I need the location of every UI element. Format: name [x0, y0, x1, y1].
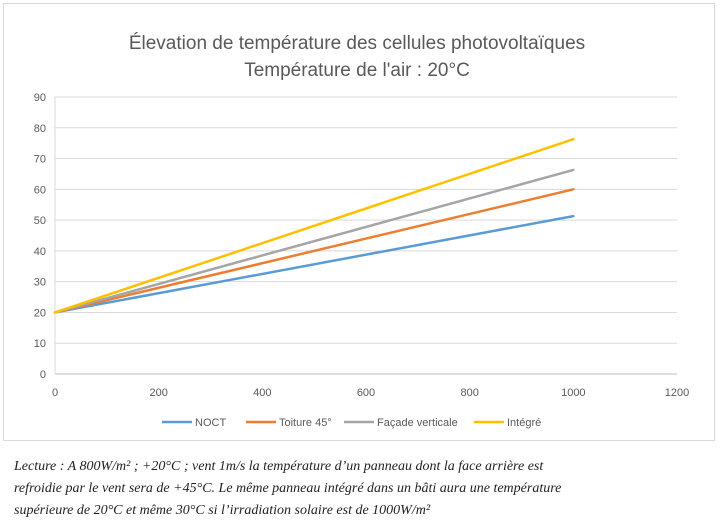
legend-label: NOCT: [195, 417, 226, 429]
x-tick-label: 400: [253, 387, 271, 399]
series-lines: [53, 137, 575, 314]
x-tick-label: 1200: [665, 387, 689, 399]
series-line: [53, 137, 575, 314]
series-line: [53, 168, 575, 314]
y-tick-label: 90: [34, 92, 46, 104]
y-tick-label: 30: [34, 277, 46, 289]
chart-title-line-1: Élevation de température des cellules ph…: [129, 33, 585, 54]
caption-line-1: Lecture : A 800W/m² ; +20°C ; vent 1m/s …: [14, 459, 544, 474]
chart-title: Élevation de température des cellules ph…: [129, 33, 585, 81]
y-tick-label: 50: [34, 215, 46, 227]
x-tick-label: 0: [52, 387, 58, 399]
legend: NOCT Toiture 45° Façade verticale Intégré: [162, 417, 541, 429]
x-tick-label: 600: [357, 387, 375, 399]
legend-label: Intégré: [507, 417, 541, 429]
chart-frame: Élevation de température des cellules ph…: [3, 3, 715, 441]
series-line: [53, 188, 575, 314]
x-tick-label: 800: [460, 387, 478, 399]
chart-title-line-2: Température de l'air : 20°C: [244, 60, 470, 81]
caption: Lecture : A 800W/m² ; +20°C ; vent 1m/s …: [14, 456, 710, 522]
y-tick-label: 70: [34, 154, 46, 166]
gridlines: [54, 96, 677, 375]
y-tick-label: 40: [34, 246, 46, 258]
x-tick-label: 1000: [561, 387, 585, 399]
x-tick-label: 200: [149, 387, 167, 399]
caption-line-2: refroidie par le vent sera de +45°C. Le …: [14, 481, 562, 496]
legend-label: Toiture 45°: [279, 417, 332, 429]
caption-line-3: supérieure de 20°C et même 30°C si l’irr…: [14, 503, 431, 518]
y-tick-label: 10: [34, 338, 46, 350]
legend-label: Façade verticale: [377, 417, 458, 429]
y-tick-label: 60: [34, 184, 46, 196]
series-line: [53, 214, 575, 314]
y-tick-label: 0: [40, 369, 46, 381]
axes: 0 10 20 30 40 50 60 70 80 90 0 200 400 600 800 1000 1200: [34, 92, 689, 399]
y-tick-label: 20: [34, 307, 46, 319]
temperature-chart: Élevation de température des cellules ph…: [34, 33, 689, 429]
y-tick-label: 80: [34, 123, 46, 135]
